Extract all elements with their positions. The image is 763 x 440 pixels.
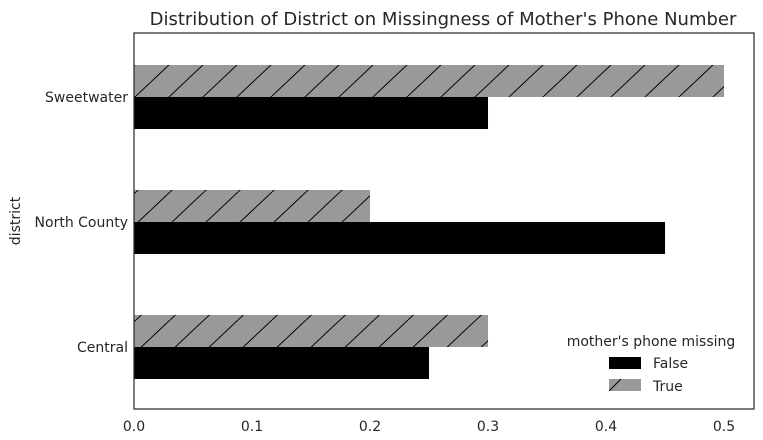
- bar-north-county-false: [134, 222, 666, 254]
- bar-hatch-central: [134, 315, 489, 347]
- x-tick-labels: 0.0 0.1 0.2 0.3 0.4 0.5: [123, 419, 735, 435]
- y-axis-label: district: [8, 196, 24, 245]
- bar-central-false: [134, 347, 430, 379]
- x-tick-label: 0.0: [123, 419, 145, 435]
- y-tick-label: Central: [77, 340, 128, 356]
- legend: mother's phone missing False True: [567, 334, 736, 395]
- legend-swatch-true-hatch: [608, 378, 622, 392]
- legend-swatch-true: [609, 379, 641, 391]
- bars-group: [134, 65, 725, 379]
- x-tick-label: 0.2: [359, 419, 381, 435]
- legend-title: mother's phone missing: [567, 334, 736, 350]
- chart-title: Distribution of District on Missingness …: [150, 9, 737, 30]
- legend-swatch-false: [609, 357, 641, 369]
- x-tick-label: 0.5: [713, 419, 735, 435]
- y-tick-labels: Central North County Sweetwater: [35, 90, 129, 356]
- x-tick-label: 0.4: [595, 419, 617, 435]
- plot-frame: [133, 32, 755, 410]
- legend-label-false: False: [653, 356, 688, 372]
- y-tick-label: Sweetwater: [45, 90, 128, 106]
- x-tick-label: 0.1: [241, 419, 263, 435]
- bar-hatch-north-county: [134, 190, 371, 222]
- bar-sweetwater-false: [134, 97, 489, 129]
- bar-hatch-sweetwater: [134, 65, 725, 97]
- x-tick-label: 0.3: [477, 419, 499, 435]
- y-tick-label: North County: [35, 215, 128, 231]
- legend-label-true: True: [652, 379, 683, 395]
